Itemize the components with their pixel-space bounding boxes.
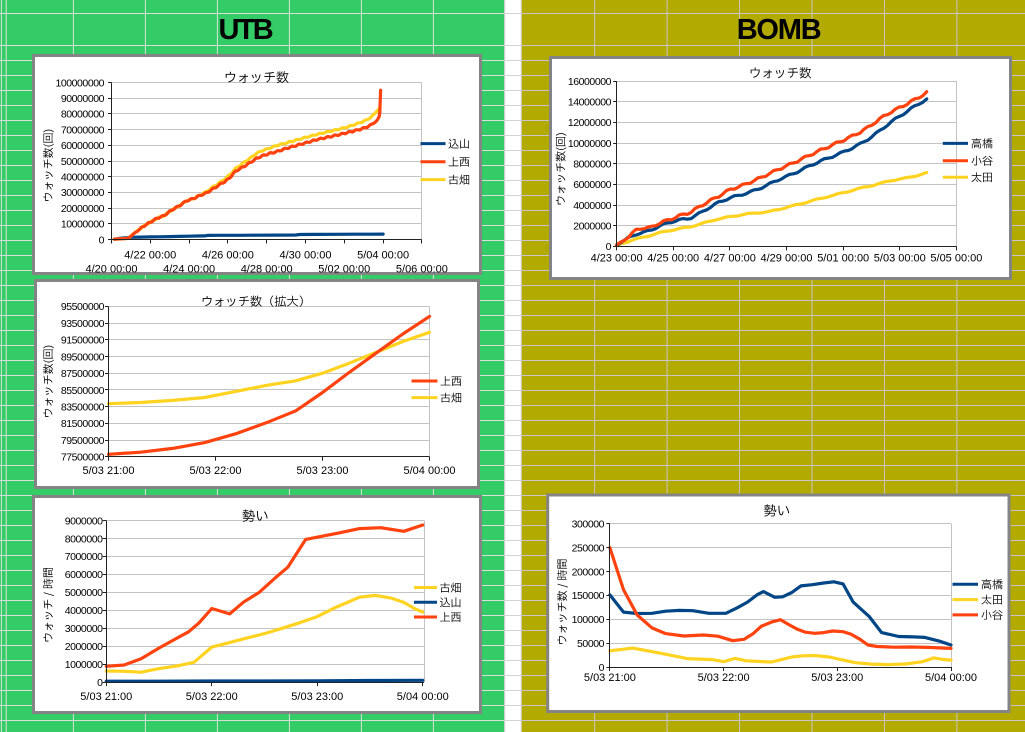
- svg-text:6000000: 6000000: [65, 569, 103, 581]
- svg-text:5/02 00:00: 5/02 00:00: [318, 264, 370, 276]
- svg-text:5/03 23:00: 5/03 23:00: [297, 465, 349, 477]
- svg-text:5/03 21:00: 5/03 21:00: [83, 465, 135, 477]
- svg-text:250000: 250000: [572, 543, 605, 555]
- svg-text:14000000: 14000000: [568, 97, 612, 109]
- svg-text:4/23 00:00: 4/23 00:00: [591, 253, 643, 265]
- svg-text:4/28 00:00: 4/28 00:00: [241, 264, 293, 276]
- svg-text:5/04 00:00: 5/04 00:00: [925, 672, 977, 684]
- svg-text:4/27 00:00: 4/27 00:00: [704, 253, 756, 265]
- svg-text:5/04 00:00: 5/04 00:00: [404, 465, 456, 477]
- svg-text:5/03 21:00: 5/03 21:00: [80, 691, 132, 703]
- svg-text:200000: 200000: [572, 566, 605, 578]
- svg-text:5/03 22:00: 5/03 22:00: [698, 672, 750, 684]
- svg-text:79500000: 79500000: [61, 435, 105, 447]
- svg-text:0: 0: [599, 662, 605, 674]
- svg-text:4/22 00:00: 4/22 00:00: [124, 250, 176, 262]
- svg-text:5/03 21:00: 5/03 21:00: [584, 672, 636, 684]
- svg-text:4/26 00:00: 4/26 00:00: [202, 250, 254, 262]
- svg-text:10000000: 10000000: [568, 138, 612, 150]
- svg-text:91500000: 91500000: [61, 335, 105, 347]
- svg-text:5/01 00:00: 5/01 00:00: [817, 253, 869, 265]
- svg-text:5/04 00:00: 5/04 00:00: [397, 691, 449, 703]
- svg-text:1000000: 1000000: [65, 659, 103, 671]
- svg-text:50000000: 50000000: [61, 156, 105, 168]
- svg-text:4/24 00:00: 4/24 00:00: [163, 264, 215, 276]
- svg-text:77500000: 77500000: [61, 452, 105, 464]
- svg-text:50000: 50000: [577, 638, 605, 650]
- svg-text:4/29 00:00: 4/29 00:00: [761, 253, 813, 265]
- svg-text:300000: 300000: [572, 519, 605, 531]
- svg-text:81500000: 81500000: [61, 418, 105, 430]
- svg-text:3000000: 3000000: [65, 623, 103, 635]
- svg-text:89500000: 89500000: [61, 351, 105, 363]
- svg-text:BOMB: BOMB: [737, 14, 821, 46]
- svg-text:80000000: 80000000: [61, 109, 105, 121]
- svg-text:150000: 150000: [572, 590, 605, 602]
- svg-text:0: 0: [99, 234, 105, 246]
- svg-text:5/03 23:00: 5/03 23:00: [291, 691, 343, 703]
- svg-text:93500000: 93500000: [61, 318, 105, 330]
- svg-text:30000000: 30000000: [61, 187, 105, 199]
- svg-text:5000000: 5000000: [65, 587, 103, 599]
- svg-text:4000000: 4000000: [573, 200, 611, 212]
- svg-text:20000000: 20000000: [61, 203, 105, 215]
- svg-text:5/03 22:00: 5/03 22:00: [190, 465, 242, 477]
- svg-text:5/03 22:00: 5/03 22:00: [186, 691, 238, 703]
- svg-text:85500000: 85500000: [61, 385, 105, 397]
- svg-text:8000000: 8000000: [65, 533, 103, 545]
- svg-text:87500000: 87500000: [61, 368, 105, 380]
- svg-text:9000000: 9000000: [65, 515, 103, 527]
- svg-text:16000000: 16000000: [568, 76, 612, 88]
- svg-text:60000000: 60000000: [61, 140, 105, 152]
- svg-text:95500000: 95500000: [61, 301, 105, 313]
- svg-text:12000000: 12000000: [568, 117, 612, 129]
- svg-text:8000000: 8000000: [573, 159, 611, 171]
- svg-text:UTB: UTB: [218, 14, 272, 46]
- svg-text:5/06 00:00: 5/06 00:00: [396, 264, 448, 276]
- svg-text:4/30 00:00: 4/30 00:00: [280, 250, 332, 262]
- svg-text:5/04 00:00: 5/04 00:00: [357, 250, 409, 262]
- svg-text:70000000: 70000000: [61, 124, 105, 136]
- svg-text:5/03 00:00: 5/03 00:00: [874, 253, 926, 265]
- svg-text:100000: 100000: [572, 614, 605, 626]
- svg-text:5/03 23:00: 5/03 23:00: [811, 672, 863, 684]
- svg-text:0: 0: [606, 241, 612, 253]
- svg-text:4000000: 4000000: [65, 605, 103, 617]
- svg-text:5/05 00:00: 5/05 00:00: [930, 253, 982, 265]
- svg-text:0: 0: [97, 677, 103, 689]
- svg-text:7000000: 7000000: [65, 551, 103, 563]
- svg-text:100000000: 100000000: [55, 77, 104, 89]
- svg-text:90000000: 90000000: [61, 93, 105, 105]
- svg-text:40000000: 40000000: [61, 172, 105, 184]
- svg-text:6000000: 6000000: [573, 179, 611, 191]
- svg-text:83500000: 83500000: [61, 402, 105, 414]
- svg-text:2000000: 2000000: [65, 641, 103, 653]
- svg-text:10000000: 10000000: [61, 219, 105, 231]
- svg-text:2000000: 2000000: [573, 221, 611, 233]
- svg-text:4/25 00:00: 4/25 00:00: [647, 253, 699, 265]
- svg-text:4/20 00:00: 4/20 00:00: [86, 264, 138, 276]
